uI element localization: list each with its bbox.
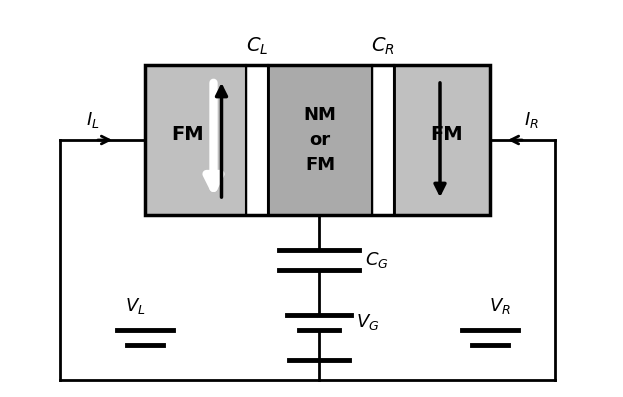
Bar bbox=[145, 65, 246, 215]
Text: $V_G$: $V_G$ bbox=[356, 312, 379, 333]
Bar bbox=[268, 65, 372, 215]
Bar bbox=[394, 65, 490, 215]
Text: NM
or
FM: NM or FM bbox=[303, 106, 336, 174]
Text: $V_L$: $V_L$ bbox=[125, 296, 145, 316]
Bar bbox=[145, 65, 490, 215]
Text: $I_R$: $I_R$ bbox=[523, 110, 538, 130]
Text: FM: FM bbox=[430, 125, 464, 145]
Bar bbox=[246, 65, 268, 215]
Text: $V_R$: $V_R$ bbox=[489, 296, 511, 316]
Text: $C_L$: $C_L$ bbox=[246, 36, 268, 57]
Text: $C_R$: $C_R$ bbox=[371, 36, 395, 57]
Text: $C_G$: $C_G$ bbox=[365, 250, 389, 270]
Text: $I_L$: $I_L$ bbox=[86, 110, 100, 130]
Text: FM: FM bbox=[171, 125, 204, 145]
Bar bbox=[372, 65, 394, 215]
